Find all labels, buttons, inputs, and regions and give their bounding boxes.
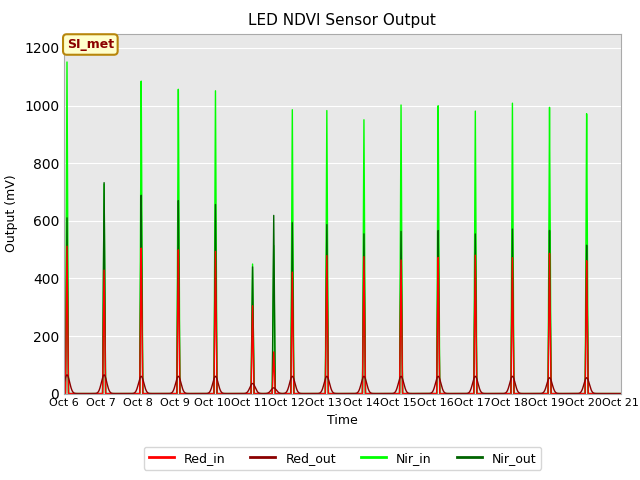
Red_out (617, 391, 625, 396)
Red_out (262, 391, 269, 396)
Nir_in (262, 391, 269, 396)
Nir_out (88, 391, 96, 396)
Nir_in (473, 391, 481, 396)
Nir_in (390, 391, 397, 396)
Line: Red_out: Red_out (64, 375, 621, 394)
Red_in (63, 243, 71, 249)
Red_out (60, 381, 68, 386)
Red_in (390, 391, 397, 396)
Nir_out (60, 391, 68, 396)
Red_out (100, 372, 108, 378)
Nir_out (503, 391, 511, 396)
Nir_out (262, 391, 269, 396)
Red_in (503, 391, 511, 396)
Nir_in (414, 391, 422, 396)
Red_in (88, 391, 96, 396)
Line: Nir_in: Nir_in (64, 62, 621, 394)
Line: Red_in: Red_in (64, 246, 621, 394)
Title: LED NDVI Sensor Output: LED NDVI Sensor Output (248, 13, 436, 28)
Red_in (473, 391, 481, 396)
Red_in (617, 391, 625, 396)
Line: Nir_out: Nir_out (64, 182, 621, 394)
Red_out (390, 390, 397, 396)
Nir_out (617, 391, 625, 396)
Red_in (60, 391, 68, 396)
Nir_out (390, 391, 397, 396)
Red_in (262, 391, 269, 396)
Red_in (414, 391, 422, 396)
Nir_in (60, 391, 68, 396)
Nir_in (617, 391, 625, 396)
Nir_in (503, 391, 511, 396)
Text: SI_met: SI_met (67, 38, 114, 51)
Y-axis label: Output (mV): Output (mV) (6, 175, 19, 252)
Nir_in (63, 59, 71, 65)
Nir_out (473, 391, 481, 396)
Red_out (88, 391, 96, 396)
Red_out (473, 376, 481, 382)
Nir_out (100, 180, 108, 185)
Red_out (414, 391, 422, 396)
X-axis label: Time: Time (327, 414, 358, 427)
Nir_out (414, 391, 422, 396)
Legend: Red_in, Red_out, Nir_in, Nir_out: Red_in, Red_out, Nir_in, Nir_out (143, 447, 541, 469)
Nir_in (88, 391, 96, 396)
Red_out (503, 389, 511, 395)
